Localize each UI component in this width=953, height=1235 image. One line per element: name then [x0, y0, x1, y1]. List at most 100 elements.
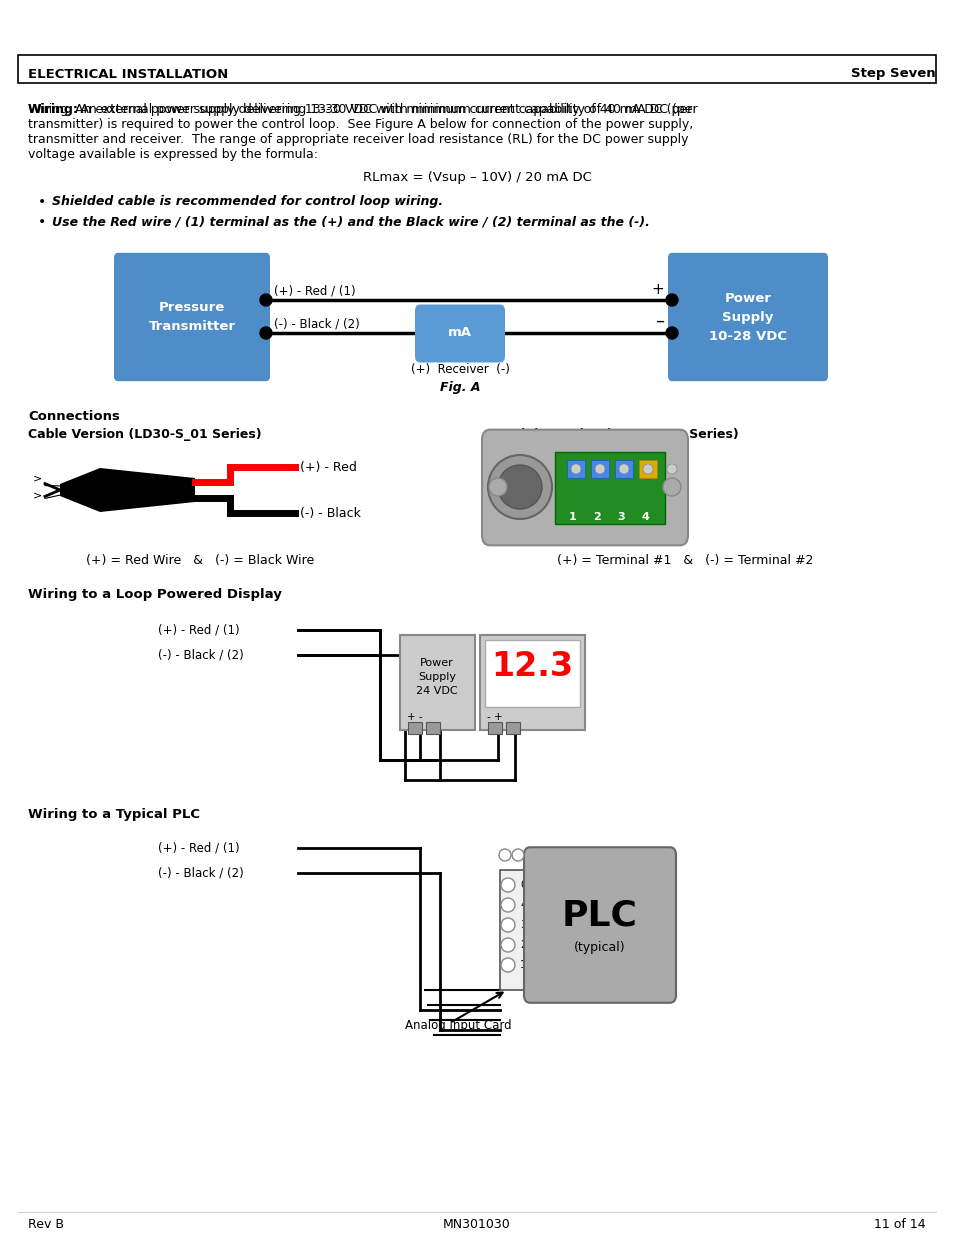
FancyBboxPatch shape	[408, 722, 421, 734]
Text: (-) - Black / (2): (-) - Black / (2)	[158, 867, 244, 879]
Text: transmitter) is required to power the control loop.  See Figure A below for conn: transmitter) is required to power the co…	[28, 119, 693, 131]
Text: Use the Red wire / (1) terminal as the (+) and the Black wire / (2) terminal as : Use the Red wire / (1) terminal as the (…	[52, 215, 649, 228]
Text: 1: 1	[569, 513, 577, 522]
Text: RLmax = (Vsup – 10V) / 20 mA DC: RLmax = (Vsup – 10V) / 20 mA DC	[362, 172, 591, 184]
Ellipse shape	[642, 464, 652, 474]
Ellipse shape	[595, 464, 604, 474]
FancyBboxPatch shape	[499, 869, 530, 990]
FancyBboxPatch shape	[566, 459, 584, 478]
Ellipse shape	[665, 294, 678, 306]
Ellipse shape	[500, 878, 515, 892]
FancyBboxPatch shape	[523, 847, 676, 1003]
Text: 3: 3	[617, 513, 624, 522]
Text: Analog Input Card: Analog Input Card	[405, 1019, 511, 1031]
Polygon shape	[100, 468, 194, 513]
Text: Wiring to a Typical PLC: Wiring to a Typical PLC	[28, 808, 200, 821]
Text: Wiring to a Loop Powered Display: Wiring to a Loop Powered Display	[28, 588, 281, 601]
Text: (+) - Red: (+) - Red	[299, 461, 356, 473]
Text: (typical): (typical)	[574, 941, 625, 953]
Text: >: >	[32, 490, 42, 500]
Ellipse shape	[571, 464, 580, 474]
Text: Shielded cable is recommended for control loop wiring.: Shielded cable is recommended for contro…	[52, 195, 442, 209]
Text: Power
Supply
10-28 VDC: Power Supply 10-28 VDC	[708, 291, 786, 342]
FancyBboxPatch shape	[639, 459, 657, 478]
Text: (+) = Red Wire   &   (-) = Black Wire: (+) = Red Wire & (-) = Black Wire	[86, 553, 314, 567]
Text: voltage available is expressed by the formula:: voltage available is expressed by the fo…	[28, 148, 317, 161]
Text: (-) - Black / (2): (-) - Black / (2)	[274, 317, 359, 330]
Ellipse shape	[500, 918, 515, 932]
Text: Cable Version (LD30-S_01 Series): Cable Version (LD30-S_01 Series)	[28, 429, 261, 441]
Ellipse shape	[497, 466, 541, 509]
FancyBboxPatch shape	[615, 459, 633, 478]
Ellipse shape	[260, 294, 272, 306]
Ellipse shape	[500, 939, 515, 952]
Text: + -: + -	[407, 713, 422, 722]
Text: 4: 4	[519, 900, 526, 910]
Text: •: •	[38, 215, 46, 228]
Text: An external power supply delivering 13-30 VDC with minimum current capability of: An external power supply delivering 13-3…	[67, 103, 692, 116]
Text: (-) - Black: (-) - Black	[299, 506, 360, 520]
Text: Pressure
Transmitter: Pressure Transmitter	[149, 301, 235, 333]
Text: Φ: Φ	[515, 480, 524, 494]
FancyBboxPatch shape	[399, 635, 475, 730]
Text: Fig. A: Fig. A	[439, 382, 479, 394]
Text: Connections: Connections	[28, 410, 120, 424]
Text: mA: mA	[448, 326, 472, 340]
Text: 0: 0	[519, 881, 526, 890]
Text: (+) - Red / (1): (+) - Red / (1)	[274, 284, 355, 296]
Text: –: –	[655, 312, 663, 330]
FancyBboxPatch shape	[415, 305, 504, 363]
FancyBboxPatch shape	[484, 640, 579, 706]
Ellipse shape	[512, 848, 523, 861]
Text: (+) = Terminal #1   &   (-) = Terminal #2: (+) = Terminal #1 & (-) = Terminal #2	[557, 553, 812, 567]
FancyBboxPatch shape	[667, 253, 827, 382]
Ellipse shape	[618, 464, 628, 474]
Ellipse shape	[260, 327, 272, 338]
Text: 12.3: 12.3	[491, 651, 573, 683]
Text: MN301030: MN301030	[442, 1218, 511, 1230]
Ellipse shape	[489, 478, 506, 496]
FancyBboxPatch shape	[555, 452, 664, 524]
Text: 1: 1	[519, 960, 526, 969]
Ellipse shape	[662, 478, 680, 496]
FancyBboxPatch shape	[113, 253, 270, 382]
Text: (-) - Black / (2): (-) - Black / (2)	[158, 648, 244, 662]
Text: Rev B: Rev B	[28, 1218, 64, 1230]
Text: •: •	[38, 195, 46, 209]
Ellipse shape	[498, 848, 511, 861]
Text: Wiring:  An external power supply delivering 13-30 VDC with minimum current capa: Wiring: An external power supply deliver…	[28, 103, 697, 116]
Text: Power
Supply
24 VDC: Power Supply 24 VDC	[416, 658, 457, 697]
Ellipse shape	[500, 958, 515, 972]
Text: (+) - Red / (1): (+) - Red / (1)	[158, 624, 239, 636]
FancyBboxPatch shape	[479, 635, 584, 730]
FancyBboxPatch shape	[590, 459, 608, 478]
FancyBboxPatch shape	[488, 722, 501, 734]
Text: Step Seven: Step Seven	[850, 68, 935, 80]
Text: Conduit Version (LD30-S_11 Series): Conduit Version (LD30-S_11 Series)	[490, 429, 738, 441]
Text: 11 of 14: 11 of 14	[874, 1218, 925, 1230]
Ellipse shape	[666, 464, 677, 474]
Ellipse shape	[665, 327, 678, 338]
Text: + 24 VDC: + 24 VDC	[527, 848, 585, 862]
FancyBboxPatch shape	[639, 459, 657, 478]
Text: ELECTRICAL INSTALLATION: ELECTRICAL INSTALLATION	[28, 68, 228, 80]
FancyBboxPatch shape	[481, 430, 687, 546]
Text: 2: 2	[519, 940, 526, 950]
Text: - +: - +	[487, 713, 502, 722]
Text: (+)  Receiver  (-): (+) Receiver (-)	[410, 363, 509, 377]
Text: 4: 4	[640, 513, 648, 522]
Ellipse shape	[488, 454, 552, 519]
Ellipse shape	[500, 898, 515, 911]
Text: 3: 3	[519, 920, 526, 930]
Text: Wiring:: Wiring:	[28, 103, 79, 116]
Text: (+) - Red / (1): (+) - Red / (1)	[158, 841, 239, 855]
FancyBboxPatch shape	[426, 722, 439, 734]
Polygon shape	[60, 468, 100, 513]
FancyBboxPatch shape	[505, 722, 519, 734]
FancyBboxPatch shape	[18, 56, 935, 83]
Text: >: >	[32, 473, 42, 483]
Text: 2: 2	[593, 513, 600, 522]
Text: transmitter and receiver.  The range of appropriate receiver load resistance (RL: transmitter and receiver. The range of a…	[28, 133, 688, 146]
Text: +: +	[651, 282, 663, 296]
Text: PLC: PLC	[561, 898, 638, 932]
